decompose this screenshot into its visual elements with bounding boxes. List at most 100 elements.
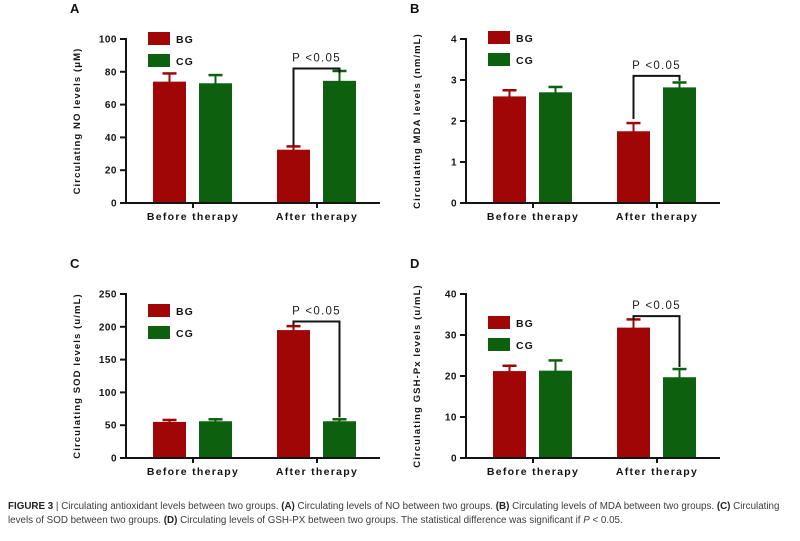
bar-bg-1 bbox=[277, 330, 310, 458]
y-axis-title: Circulating SOD levels (u/mL) bbox=[72, 293, 83, 458]
y-tick-label: 3 bbox=[451, 76, 457, 87]
legend-label-cg: CG bbox=[516, 340, 534, 352]
significance-label: P <0.05 bbox=[292, 53, 341, 65]
y-tick-label: 0 bbox=[111, 454, 117, 465]
bar-cg-1 bbox=[323, 421, 356, 458]
legend-swatch-cg bbox=[488, 53, 510, 66]
caption-label-d: (D) bbox=[163, 514, 178, 526]
caption-text-a: Circulating levels of NO between two gro… bbox=[294, 501, 496, 512]
legend-label-bg: BG bbox=[176, 306, 194, 318]
y-tick-label: 100 bbox=[99, 35, 117, 46]
bar-bg-0 bbox=[493, 371, 526, 458]
y-tick-label: 0 bbox=[111, 199, 117, 210]
y-tick-label: 40 bbox=[445, 290, 457, 301]
chart-mda-levels: BG CG 0 1 2 3 4 Before therapy After therapy Circ… bbox=[412, 31, 720, 223]
y-tick-label: 4 bbox=[451, 35, 457, 46]
legend-swatch-cg bbox=[148, 326, 170, 339]
bar-cg-0 bbox=[539, 92, 572, 203]
panel-b: B BG CG 0 1 2 3 4 Before therapy After therapy Ci… bbox=[400, 1, 740, 248]
category-label: After therapy bbox=[616, 211, 698, 223]
category-label: Before therapy bbox=[147, 211, 239, 223]
bar-bg-0 bbox=[153, 81, 186, 203]
panel-letter-a: A bbox=[70, 1, 80, 16]
panel-letter-d: D bbox=[410, 256, 420, 271]
bar-cg-0 bbox=[199, 83, 232, 203]
caption-text-d: Circulating levels of GSH-PX between two… bbox=[177, 514, 401, 526]
y-tick-label: 10 bbox=[445, 413, 457, 424]
caption-p-symbol: P bbox=[583, 514, 590, 526]
y-tick-label: 0 bbox=[451, 454, 457, 465]
y-tick-label: 80 bbox=[105, 67, 117, 78]
y-tick-label: 60 bbox=[105, 100, 117, 111]
caption-intro: Circulating antioxidant levels between t… bbox=[61, 501, 282, 512]
bar-cg-1 bbox=[663, 87, 696, 203]
bar-bg-0 bbox=[153, 421, 186, 458]
y-tick-label: 40 bbox=[105, 133, 117, 144]
bar-bg-1 bbox=[617, 131, 650, 203]
y-axis-title: Circulating GSH-Px levels (u/mL) bbox=[412, 284, 423, 468]
y-tick-label: 200 bbox=[99, 322, 117, 333]
chart-no-levels: BG CG 0 20 40 60 80 100 Before therapy After ther… bbox=[72, 32, 380, 223]
category-label: Before therapy bbox=[147, 466, 239, 478]
significance-bracket bbox=[292, 67, 341, 146]
caption-figure-label: FIGURE 3 bbox=[8, 501, 54, 512]
y-tick-label: 150 bbox=[99, 355, 117, 366]
category-label: After therapy bbox=[616, 466, 698, 478]
caption-text-c: Circulating levels of SOD between two gr… bbox=[8, 501, 780, 526]
panel-letter-b: B bbox=[410, 1, 420, 16]
category-label: Before therapy bbox=[487, 211, 579, 223]
y-axis-title: Circulating MDA levels (nm/mL) bbox=[412, 33, 423, 209]
chart-sod-levels: BG CG 0 50 100 150 200 250 Before therapy After t… bbox=[72, 290, 380, 478]
figure-caption: FIGURE 3 | Circulating antioxidant level… bbox=[8, 500, 794, 527]
legend-label-bg: BG bbox=[516, 318, 534, 330]
legend-label-cg: CG bbox=[176, 56, 194, 68]
legend-label-bg: BG bbox=[516, 33, 534, 45]
category-label: After therapy bbox=[276, 211, 358, 223]
panel-d: D BG CG 0 10 20 30 40 Before therapy After thera… bbox=[400, 256, 740, 503]
caption-label-c: (C) bbox=[716, 501, 731, 512]
bar-cg-1 bbox=[663, 377, 696, 458]
legend-swatch-cg bbox=[488, 338, 510, 351]
y-tick-label: 100 bbox=[99, 388, 117, 399]
y-axis-title: Circulating NO levels (μM) bbox=[72, 48, 83, 195]
bar-bg-1 bbox=[277, 149, 310, 203]
caption-text-b: Circulating levels of MDA between two gr… bbox=[509, 501, 717, 512]
panel-a: A BG CG 0 20 40 60 80 100 Before therapy After th… bbox=[60, 1, 400, 248]
legend-label-cg: CG bbox=[516, 55, 534, 67]
legend-swatch-bg bbox=[488, 316, 510, 329]
legend-swatch-bg bbox=[148, 304, 170, 317]
y-tick-label: 30 bbox=[445, 331, 457, 342]
caption-separator: | bbox=[53, 501, 62, 512]
panel-letter-c: C bbox=[70, 256, 80, 271]
y-tick-label: 50 bbox=[105, 421, 117, 432]
significance-label: P <0.05 bbox=[292, 306, 341, 318]
legend-label-bg: BG bbox=[176, 34, 194, 46]
panel-c: C BG CG 0 50 100 150 200 250 Before therapy After… bbox=[60, 256, 400, 503]
category-label: Before therapy bbox=[487, 466, 579, 478]
legend-label-cg: CG bbox=[176, 328, 194, 340]
legend-swatch-bg bbox=[148, 32, 170, 45]
bar-cg-1 bbox=[323, 80, 356, 203]
bar-cg-0 bbox=[199, 421, 232, 458]
caption-label-a: (A) bbox=[281, 501, 295, 512]
significance-bracket bbox=[292, 320, 341, 418]
significance-label: P <0.05 bbox=[632, 60, 681, 72]
y-tick-label: 1 bbox=[451, 158, 457, 169]
bar-bg-0 bbox=[493, 96, 526, 203]
bar-cg-0 bbox=[539, 370, 572, 458]
caption-closing-suffix: < 0.05. bbox=[589, 514, 623, 526]
legend-swatch-cg bbox=[148, 54, 170, 67]
chart-gshpx-levels: BG CG 0 10 20 30 40 Before therapy After therapy… bbox=[412, 284, 720, 478]
significance-bracket bbox=[632, 74, 681, 119]
y-tick-label: 0 bbox=[451, 199, 457, 210]
category-label: After therapy bbox=[276, 466, 358, 478]
y-tick-label: 2 bbox=[451, 117, 457, 128]
y-tick-label: 250 bbox=[99, 290, 117, 301]
caption-label-b: (B) bbox=[495, 501, 510, 512]
y-tick-label: 20 bbox=[105, 166, 117, 177]
y-tick-label: 20 bbox=[445, 372, 457, 383]
legend-swatch-bg bbox=[488, 31, 510, 44]
bar-bg-1 bbox=[617, 327, 650, 458]
significance-label: P <0.05 bbox=[632, 300, 681, 312]
